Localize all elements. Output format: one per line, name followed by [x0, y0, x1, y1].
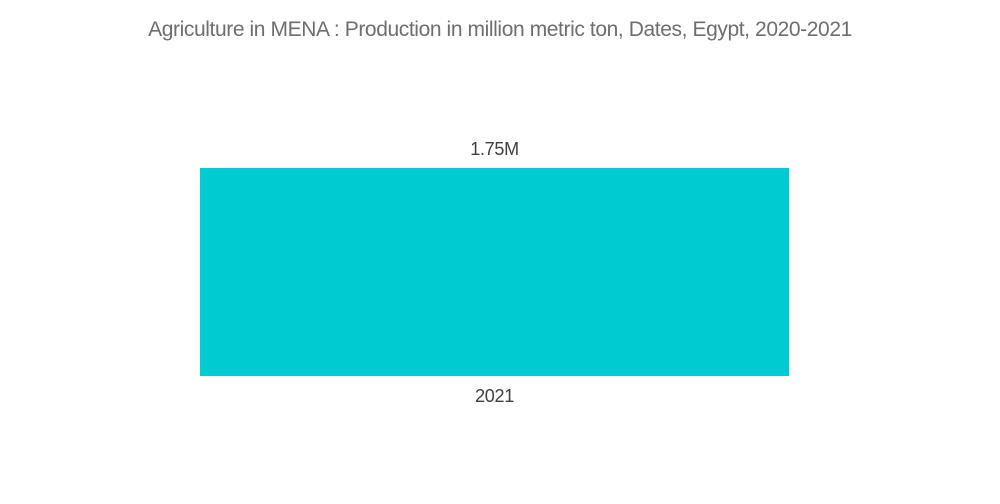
plot-area: 1.75M 2021	[200, 138, 789, 408]
bar-value-label: 1.75M	[470, 139, 519, 159]
x-axis-label-2021: 2021	[475, 386, 514, 406]
bar-track	[200, 168, 789, 376]
chart-title: Agriculture in MENA : Production in mill…	[148, 18, 852, 41]
bar-2021	[200, 168, 789, 376]
